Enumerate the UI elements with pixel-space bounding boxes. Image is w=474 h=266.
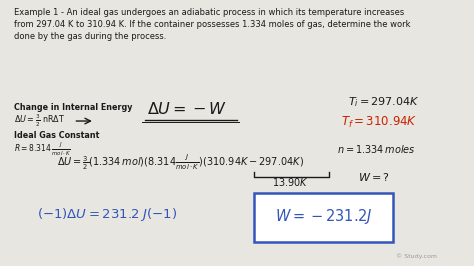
Text: $W = ?$: $W = ?$ [358,171,390,183]
Text: $13.90K$: $13.90K$ [272,176,309,188]
Text: $R = 8.314\,\frac{J}{mol\cdot K}$: $R = 8.314\,\frac{J}{mol\cdot K}$ [14,141,72,158]
Text: $(-1)\Delta U = 231.2\;J(-1)$: $(-1)\Delta U = 231.2\;J(-1)$ [36,206,177,223]
Text: $\Delta U = -W$: $\Delta U = -W$ [147,101,228,117]
Text: $T_f = 310.94K$: $T_f = 310.94K$ [341,115,418,130]
Text: Change in Internal Energy: Change in Internal Energy [14,103,133,112]
Text: Ideal Gas Constant: Ideal Gas Constant [14,131,100,140]
Text: $T_i = 297.04K$: $T_i = 297.04K$ [348,95,420,109]
Text: Example 1 - An ideal gas undergoes an adiabatic process in which its temperature: Example 1 - An ideal gas undergoes an ad… [14,8,410,41]
Text: $\Delta U = \frac{3}{2}$ nR$\Delta$T: $\Delta U = \frac{3}{2}$ nR$\Delta$T [14,113,65,129]
Text: $n = 1.334\,moles$: $n = 1.334\,moles$ [337,143,415,155]
FancyBboxPatch shape [254,193,393,242]
Text: $\Delta U = \frac{3}{2}(1.334\,mol)(8.314\frac{J}{mol\cdot K})(310.94K - 297.04K: $\Delta U = \frac{3}{2}(1.334\,mol)(8.31… [56,152,304,172]
Text: $W = -231.2J$: $W = -231.2J$ [274,207,372,226]
Text: © Study.com: © Study.com [396,254,437,259]
